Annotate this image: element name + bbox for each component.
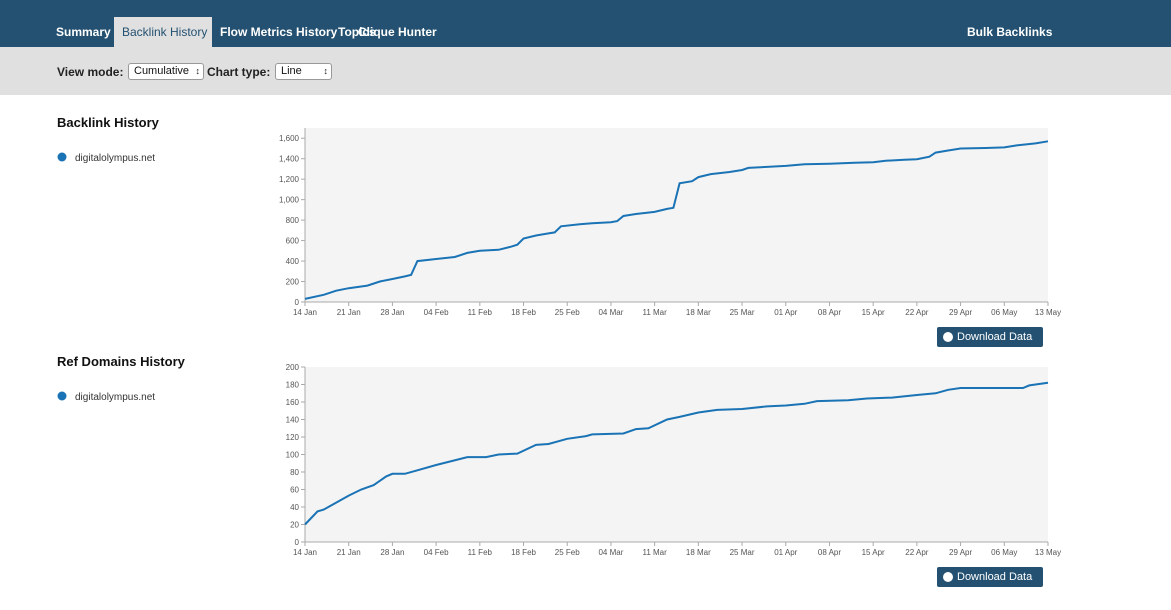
y-tick-label: 100 bbox=[286, 451, 300, 460]
x-tick-label: 04 Mar bbox=[598, 308, 623, 317]
y-tick-label: 180 bbox=[286, 381, 300, 390]
legend-dot bbox=[57, 391, 67, 401]
x-tick-label: 29 Apr bbox=[949, 548, 972, 557]
chart-type-select[interactable]: Line bbox=[275, 63, 332, 80]
x-tick-label: 11 Mar bbox=[642, 548, 667, 557]
view-mode-label: View mode: bbox=[57, 65, 124, 79]
legend-label: digitalolympus.net bbox=[75, 153, 155, 164]
nav-bar: Summary Backlink History Flow Metrics Hi… bbox=[0, 0, 1171, 47]
download-button[interactable]: Download Data bbox=[937, 567, 1043, 587]
nav-tab[interactable]: Flow Metrics History bbox=[220, 25, 338, 39]
x-tick-label: 18 Mar bbox=[686, 548, 711, 557]
nav-tab[interactable]: Clique Hunter bbox=[358, 25, 437, 39]
x-tick-label: 04 Feb bbox=[424, 308, 449, 317]
y-tick-label: 800 bbox=[286, 216, 300, 225]
y-tick-label: 40 bbox=[290, 503, 299, 512]
y-tick-label: 0 bbox=[295, 538, 300, 547]
y-tick-label: 200 bbox=[286, 278, 300, 287]
y-tick-label: 60 bbox=[290, 486, 299, 495]
y-tick-label: 200 bbox=[286, 363, 300, 372]
legend-label: digitalolympus.net bbox=[75, 392, 155, 403]
x-tick-label: 28 Jan bbox=[380, 308, 404, 317]
x-tick-label: 18 Mar bbox=[686, 308, 711, 317]
x-tick-label: 04 Mar bbox=[598, 548, 623, 557]
x-tick-label: 14 Jan bbox=[293, 308, 317, 317]
x-tick-label: 08 Apr bbox=[818, 308, 841, 317]
x-tick-label: 28 Jan bbox=[380, 548, 404, 557]
x-tick-label: 15 Apr bbox=[862, 308, 885, 317]
x-tick-label: 25 Mar bbox=[730, 548, 755, 557]
x-tick-label: 15 Apr bbox=[862, 548, 885, 557]
plot-area bbox=[305, 128, 1048, 302]
nav-tab[interactable]: Topics bbox=[338, 25, 376, 39]
legend-dot bbox=[57, 152, 67, 162]
series-line bbox=[304, 140, 1049, 300]
y-tick-label: 20 bbox=[290, 521, 299, 530]
x-tick-label: 21 Jan bbox=[337, 548, 361, 557]
y-tick-label: 80 bbox=[290, 468, 299, 477]
x-tick-label: 06 May bbox=[991, 548, 1017, 557]
x-tick-label: 13 May bbox=[1035, 308, 1061, 317]
chart-type-label: Chart type: bbox=[207, 65, 271, 79]
x-tick-label: 18 Feb bbox=[511, 308, 536, 317]
x-tick-label: 22 Apr bbox=[905, 308, 928, 317]
toolbar: View mode: Cumulative Chart type: Line bbox=[0, 47, 1171, 95]
x-tick-label: 11 Feb bbox=[468, 548, 493, 557]
x-tick-label: 04 Feb bbox=[424, 548, 449, 557]
x-tick-label: 22 Apr bbox=[905, 548, 928, 557]
y-tick-label: 600 bbox=[286, 237, 300, 246]
nav-tab[interactable]: Backlink History bbox=[114, 17, 212, 47]
x-tick-label: 01 Apr bbox=[774, 548, 797, 557]
series-line bbox=[304, 381, 1049, 526]
x-tick-label: 25 Feb bbox=[555, 548, 580, 557]
y-tick-label: 140 bbox=[286, 416, 300, 425]
y-tick-label: 1,200 bbox=[279, 175, 300, 184]
chart-title: Backlink History bbox=[57, 115, 160, 130]
x-tick-label: 06 May bbox=[991, 308, 1017, 317]
view-mode-select[interactable]: Cumulative bbox=[128, 63, 205, 80]
x-tick-label: 29 Apr bbox=[949, 308, 972, 317]
x-tick-label: 25 Feb bbox=[555, 308, 580, 317]
x-tick-label: 13 May bbox=[1035, 548, 1061, 557]
x-tick-label: 14 Jan bbox=[293, 548, 317, 557]
y-tick-label: 400 bbox=[286, 257, 300, 266]
y-tick-label: 160 bbox=[286, 398, 300, 407]
x-tick-label: 11 Feb bbox=[468, 308, 493, 317]
x-tick-label: 11 Mar bbox=[642, 308, 667, 317]
y-tick-label: 1,600 bbox=[279, 134, 300, 143]
y-tick-label: 120 bbox=[286, 433, 300, 442]
plot-area bbox=[305, 367, 1048, 542]
x-tick-label: 21 Jan bbox=[337, 308, 361, 317]
x-tick-label: 01 Apr bbox=[774, 308, 797, 317]
download-button[interactable]: Download Data bbox=[937, 327, 1043, 347]
x-tick-label: 18 Feb bbox=[511, 548, 536, 557]
y-tick-label: 0 bbox=[295, 298, 300, 307]
y-tick-label: 1,000 bbox=[279, 196, 300, 205]
y-tick-label: 1,400 bbox=[279, 155, 300, 164]
nav-tab[interactable]: Summary bbox=[56, 25, 111, 39]
x-tick-label: 08 Apr bbox=[818, 548, 841, 557]
chart-title: Ref Domains History bbox=[57, 354, 186, 369]
x-tick-label: 25 Mar bbox=[730, 308, 755, 317]
nav-tab[interactable]: Bulk Backlinks bbox=[967, 25, 1053, 39]
